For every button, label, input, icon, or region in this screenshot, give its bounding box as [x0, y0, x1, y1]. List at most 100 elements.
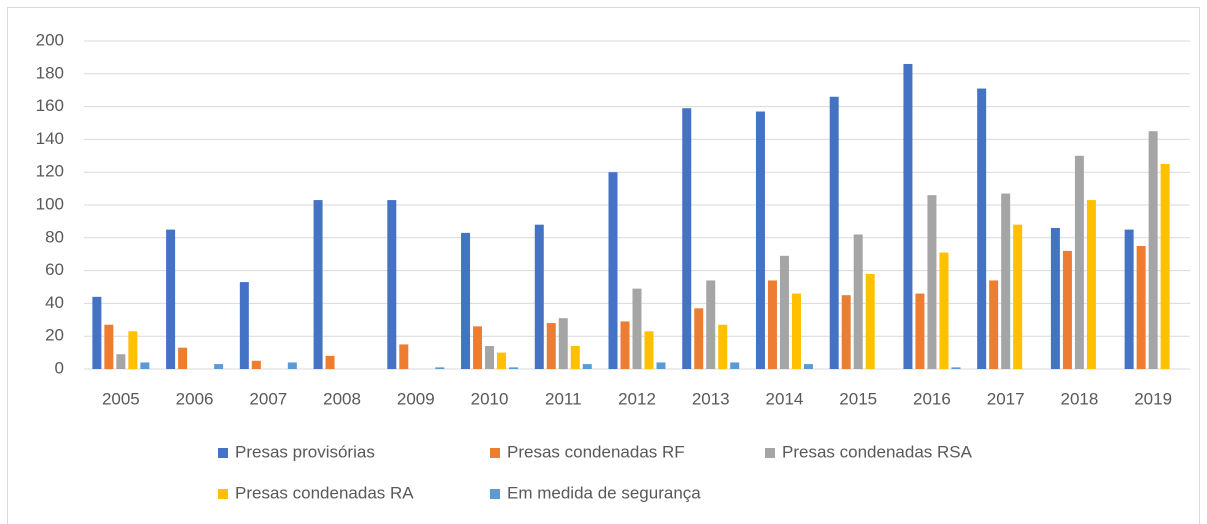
chart-frame — [7, 7, 1200, 524]
legend-label: Presas condenadas RSA — [782, 442, 973, 461]
bar — [387, 200, 397, 369]
bar — [214, 364, 224, 369]
bar — [829, 96, 839, 369]
bar — [239, 282, 249, 369]
bar — [1136, 246, 1146, 369]
bar — [104, 324, 114, 369]
bar — [841, 295, 851, 369]
legend-swatch — [490, 489, 500, 499]
bar — [1148, 131, 1158, 369]
x-tick-label: 2015 — [839, 389, 877, 408]
bar — [927, 195, 937, 369]
x-tick-label: 2018 — [1060, 389, 1098, 408]
bar — [546, 323, 556, 369]
bar — [287, 362, 297, 369]
bar — [791, 293, 801, 369]
bar — [632, 288, 642, 369]
bar — [558, 318, 568, 369]
bar — [682, 108, 692, 370]
x-tick-label: 2009 — [397, 389, 435, 408]
bar — [435, 367, 445, 369]
bar — [706, 280, 716, 369]
y-tick-label: 160 — [36, 96, 64, 115]
bar — [178, 347, 188, 369]
bar — [755, 111, 765, 370]
bar — [977, 88, 987, 369]
bar — [485, 346, 495, 369]
legend-label: Em medida de segurança — [507, 483, 701, 502]
bar — [116, 354, 126, 369]
x-tick-label: 2013 — [692, 389, 730, 408]
bar — [473, 326, 483, 369]
bar — [140, 362, 150, 369]
bar — [1001, 193, 1011, 369]
bar — [497, 352, 507, 369]
bar — [865, 273, 875, 369]
x-tick-label: 2008 — [323, 389, 361, 408]
x-tick-label: 2010 — [471, 389, 509, 408]
bar — [1050, 227, 1060, 369]
x-tick-label: 2012 — [618, 389, 656, 408]
y-tick-label: 20 — [45, 326, 64, 345]
bar — [1013, 224, 1023, 369]
bar — [509, 367, 519, 369]
bar — [694, 308, 704, 369]
bar — [1086, 200, 1096, 369]
y-tick-label: 80 — [45, 227, 64, 246]
y-tick-label: 180 — [36, 63, 64, 82]
bar — [461, 232, 471, 369]
bar — [989, 280, 999, 369]
bar — [399, 344, 409, 369]
bar — [779, 255, 789, 369]
bar — [853, 234, 863, 369]
legend-swatch — [490, 448, 500, 458]
x-tick-label: 2007 — [249, 389, 287, 408]
bar — [803, 364, 813, 369]
bar — [534, 224, 544, 369]
y-tick-label: 100 — [36, 194, 64, 213]
x-tick-label: 2006 — [176, 389, 214, 408]
bar — [325, 355, 335, 369]
bar — [251, 360, 261, 369]
bar — [1074, 155, 1084, 369]
y-tick-label: 120 — [36, 162, 64, 181]
y-tick-label: 60 — [45, 260, 64, 279]
x-tick-label: 2014 — [766, 389, 804, 408]
x-tick-label: 2017 — [987, 389, 1025, 408]
bar — [718, 324, 728, 369]
legend-swatch — [765, 448, 775, 458]
bar — [620, 321, 630, 369]
bar — [166, 229, 176, 369]
y-tick-label: 0 — [55, 358, 64, 377]
bar — [644, 331, 654, 369]
x-tick-label: 2005 — [102, 389, 140, 408]
legend-swatch — [218, 448, 228, 458]
bar — [915, 293, 925, 369]
legend-label: Presas condenadas RF — [507, 442, 685, 461]
y-tick-label: 200 — [36, 30, 64, 49]
bar — [570, 346, 580, 369]
legend-swatch — [218, 489, 228, 499]
bar — [582, 364, 592, 369]
bar — [92, 296, 102, 369]
bar — [730, 362, 740, 369]
bar — [313, 200, 323, 369]
bar — [939, 252, 949, 369]
legend-label: Presas provisórias — [235, 442, 375, 461]
bar — [951, 367, 961, 369]
bar — [1160, 164, 1170, 369]
legend-label: Presas condenadas RA — [235, 483, 414, 502]
bar — [656, 362, 666, 369]
bar — [128, 331, 138, 369]
bar — [903, 63, 913, 370]
bar — [1124, 229, 1134, 369]
y-tick-label: 140 — [36, 129, 64, 148]
x-tick-label: 2016 — [913, 389, 951, 408]
bar — [767, 280, 777, 369]
x-tick-label: 2011 — [545, 389, 582, 408]
bar — [608, 172, 618, 369]
bar — [1062, 250, 1072, 369]
x-tick-label: 2019 — [1134, 389, 1172, 408]
y-tick-label: 40 — [45, 293, 64, 312]
